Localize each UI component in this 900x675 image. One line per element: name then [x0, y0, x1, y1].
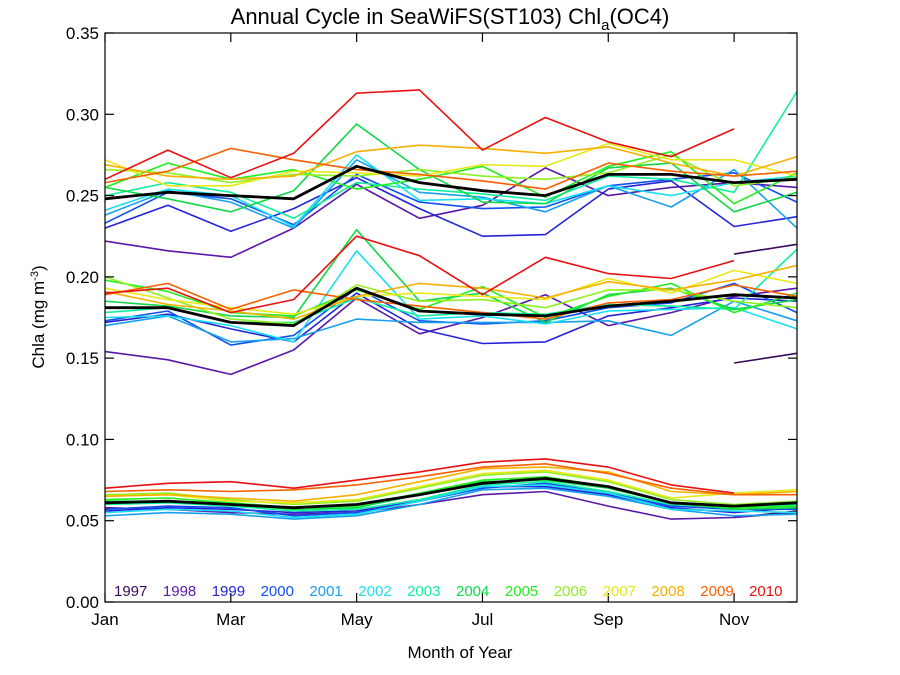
legend-item-1999: 1999 — [212, 583, 245, 600]
x-tick-label: Nov — [719, 610, 750, 629]
series-line-2009-mean — [104, 147, 798, 190]
series-line-2007-low — [104, 469, 798, 504]
y-axis-label: Chla (mg m-3) — [29, 265, 48, 368]
x-axis-label: Month of Year — [408, 643, 513, 662]
series-line-1997-p10 — [733, 352, 798, 364]
legend-item-2006: 2006 — [554, 583, 587, 600]
plot-frame — [104, 32, 798, 603]
series-line-2001-mean — [104, 159, 798, 229]
legend-item-1997: 1997 — [114, 583, 147, 600]
series-line-2007-p10 — [104, 269, 798, 316]
x-tick-label: Jan — [91, 610, 118, 629]
series-line-2008-low — [104, 466, 798, 503]
legend-item-2003: 2003 — [407, 583, 440, 600]
legend-item-2005: 2005 — [505, 583, 538, 600]
series-line-2000-mean — [104, 172, 798, 226]
series-line-2001-p10 — [104, 300, 798, 343]
series-line-2002-low — [104, 484, 798, 519]
series-line-2003-mean — [104, 91, 798, 220]
legend-item-2008: 2008 — [651, 583, 684, 600]
x-tick-label: Mar — [216, 610, 246, 629]
series-line-1997-mean — [733, 243, 798, 255]
legend-item-2001: 2001 — [309, 583, 342, 600]
series-line-2006-p10 — [104, 276, 798, 325]
series-line-2009-low — [104, 462, 797, 496]
legend-item-2000: 2000 — [261, 583, 294, 600]
x-tick-label: May — [341, 610, 374, 629]
series-line-2010-p10 — [104, 235, 735, 314]
legend-item-2004: 2004 — [456, 583, 489, 600]
y-axis-label-superscript: -3 — [29, 271, 41, 281]
series-line-2009-p10 — [104, 282, 798, 320]
legend: 1997 1998 1999 2000 2001 2002 2003 2004 2005 2006… — [114, 583, 782, 600]
x-tick-label: Jul — [472, 610, 494, 629]
x-tick-label: Sep — [593, 610, 623, 629]
legend-item-2002: 2002 — [358, 583, 391, 600]
legend-item-1998: 1998 — [163, 583, 196, 600]
y-tick-label: 0.35 — [66, 24, 99, 43]
y-tick-label: 0.15 — [66, 349, 99, 368]
legend-item-2007: 2007 — [603, 583, 636, 600]
y-tick-label: 0.30 — [66, 105, 99, 124]
legend-item-2010: 2010 — [749, 583, 782, 600]
y-axis-label-main: Chla (mg m — [29, 281, 48, 369]
y-axis-label-end: ) — [29, 265, 48, 271]
series-line-2008-mean — [104, 144, 798, 181]
chart-title-end: (OC4) — [609, 4, 669, 29]
series-line-1998-mean — [104, 167, 798, 259]
legend-item-2009: 2009 — [700, 583, 733, 600]
chart-title-subscript: a — [601, 17, 610, 34]
series-line-2003-low — [104, 480, 798, 512]
series-line-mean-mean — [104, 164, 798, 201]
chart-title: Annual Cycle in SeaWiFS(ST103) Chla(OC4) — [231, 4, 670, 34]
y-tick-label: 0.00 — [66, 593, 99, 612]
chart-title-main: Annual Cycle in SeaWiFS(ST103) Chl — [231, 4, 601, 29]
axes-layer: 0.00 0.05 0.10 0.15 0.20 0.25 0.30 0.35 Jan Mar Ma… — [66, 24, 797, 629]
series-line-2010-low — [104, 458, 735, 494]
series-line-mean-p10 — [105, 286, 798, 328]
series-line-2007-mean — [104, 142, 798, 187]
y-tick-label: 0.20 — [66, 268, 99, 287]
y-tick-label: 0.05 — [66, 512, 99, 531]
series-layer — [104, 89, 798, 520]
series-line-2010-mean — [104, 89, 735, 181]
y-tick-label: 0.10 — [66, 430, 99, 449]
series-line-2008-p10 — [104, 264, 798, 320]
series-line-1998-low — [104, 490, 798, 520]
y-tick-label: 0.25 — [66, 187, 99, 206]
series-line-2002-p10 — [104, 250, 798, 343]
series-line-mean-low — [104, 476, 798, 510]
series-line-2006-low — [104, 471, 798, 506]
series-line-1999-mean — [104, 176, 798, 237]
